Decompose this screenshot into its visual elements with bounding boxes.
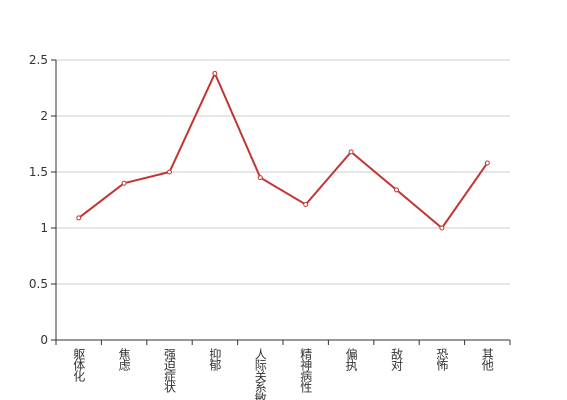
point bbox=[303, 201, 309, 207]
point bbox=[257, 175, 263, 181]
y-tick-label: 2 bbox=[40, 109, 48, 123]
line bbox=[78, 70, 489, 230]
y-tick-label: 0.5 bbox=[29, 277, 48, 291]
y-tick-label: 1.5 bbox=[29, 165, 48, 179]
y-tick-label: 0 bbox=[40, 333, 48, 347]
point bbox=[212, 70, 218, 76]
x-tick-label: 敌对 bbox=[390, 347, 404, 371]
point bbox=[348, 149, 354, 155]
x-tick-label: 精神病性 bbox=[299, 348, 313, 394]
x-tick-label: 人际关系敏感 bbox=[253, 348, 267, 400]
point bbox=[167, 169, 172, 175]
x-tick-label: 强迫症状 bbox=[163, 348, 177, 393]
point bbox=[484, 160, 490, 166]
point bbox=[439, 225, 445, 231]
point bbox=[394, 187, 399, 193]
x-tick-label: 偏执 bbox=[344, 347, 358, 372]
x-tick-label: 恐怖 bbox=[435, 348, 449, 371]
point bbox=[121, 180, 127, 186]
point bbox=[76, 215, 82, 221]
x-tick-label: 焦虑 bbox=[117, 348, 131, 371]
x-tick-label: 抑郁 bbox=[208, 347, 222, 372]
y-tick-label: 1 bbox=[40, 221, 48, 235]
x-tick-label: 其他 bbox=[480, 348, 494, 371]
y-tick-label: 2.5 bbox=[29, 53, 48, 67]
x-tick-label: 躯体化 bbox=[72, 347, 86, 383]
